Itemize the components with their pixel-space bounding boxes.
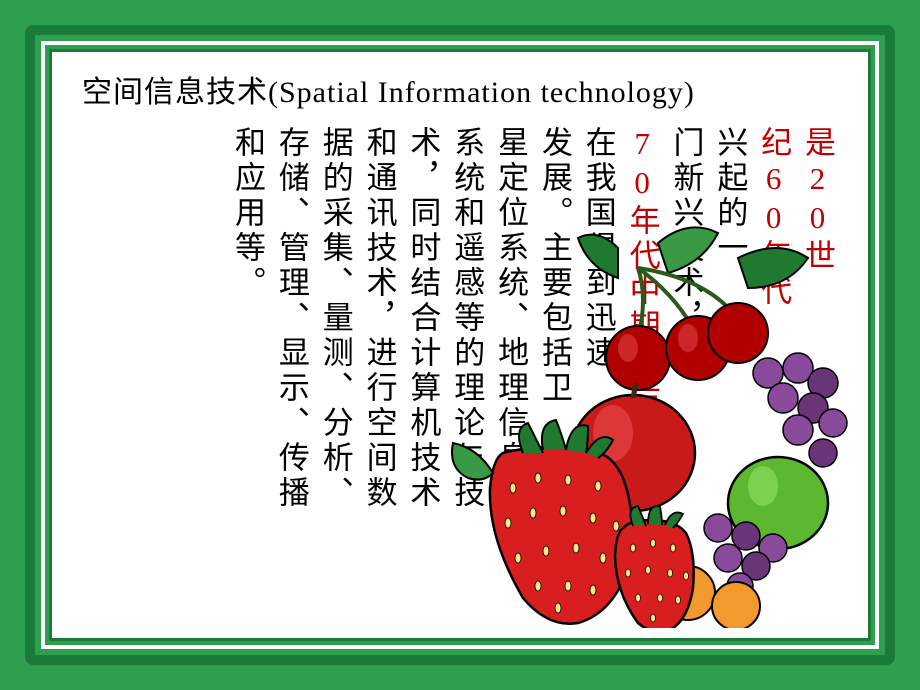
cherry-highlight bbox=[678, 324, 698, 352]
apple-stem-icon bbox=[633, 383, 636, 398]
outer-frame: 空间信息技术(Spatial Information technology) 是… bbox=[25, 25, 895, 665]
cherry-icon bbox=[708, 303, 768, 363]
orange-icon bbox=[712, 582, 760, 628]
cherry-stem-icon bbox=[638, 268, 733, 313]
grape-cluster-icon bbox=[753, 353, 847, 467]
leaf-icon bbox=[658, 227, 718, 273]
leaf-icon bbox=[452, 443, 493, 480]
vertical-text-column: 据的采集、量测、分析、 bbox=[314, 126, 356, 511]
mid-frame: 空间信息技术(Spatial Information technology) 是… bbox=[41, 41, 879, 649]
cherry-highlight bbox=[618, 334, 638, 362]
strawberry-icon bbox=[615, 506, 694, 628]
inner-frame: 空间信息技术(Spatial Information technology) 是… bbox=[49, 49, 871, 641]
apple-highlight bbox=[748, 466, 778, 506]
cherry-icon bbox=[606, 326, 670, 390]
vertical-text-column: 和应用等。 bbox=[226, 126, 268, 511]
leaf-icon bbox=[738, 248, 808, 288]
vertical-text-column: 和通讯技术，进行空间数 bbox=[358, 126, 400, 511]
page-title: 空间信息技术(Spatial Information technology) bbox=[82, 67, 838, 111]
leaf-icon bbox=[578, 235, 618, 278]
vertical-text-column: 存储、管理、显示、传播 bbox=[270, 126, 312, 511]
fruit-illustration bbox=[438, 208, 858, 628]
